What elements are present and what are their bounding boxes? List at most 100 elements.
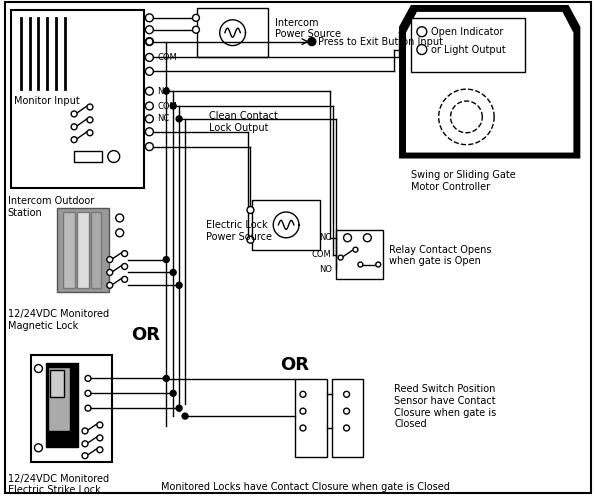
Circle shape (122, 276, 128, 282)
Text: Electric Lock
Power Source: Electric Lock Power Source (206, 220, 272, 242)
Text: Swing or Sliding Gate
Motor Controller: Swing or Sliding Gate Motor Controller (411, 170, 516, 192)
Circle shape (170, 390, 176, 396)
Bar (74, 150, 102, 162)
Text: NO: NO (157, 86, 170, 96)
Bar (11, 10, 144, 188)
Circle shape (122, 264, 128, 270)
Bar (336, 230, 383, 280)
Bar (91, 212, 101, 288)
Circle shape (145, 26, 153, 34)
Circle shape (170, 103, 176, 109)
Circle shape (82, 428, 88, 434)
Circle shape (85, 376, 91, 382)
Circle shape (145, 142, 153, 150)
Text: OR: OR (280, 356, 309, 374)
Circle shape (82, 452, 88, 458)
Polygon shape (399, 5, 581, 158)
Circle shape (122, 250, 128, 256)
Circle shape (343, 392, 349, 398)
Text: Intercom Outdoor
Station: Intercom Outdoor Station (8, 196, 94, 218)
Text: COM: COM (312, 250, 332, 259)
Circle shape (97, 447, 103, 452)
Text: NC: NC (157, 114, 170, 124)
Circle shape (107, 256, 113, 262)
Bar (48, 366, 70, 431)
Circle shape (176, 282, 182, 288)
Text: Reed Switch Position
Sensor have Contact
Closure when gate is
Closed: Reed Switch Position Sensor have Contact… (394, 384, 496, 429)
Circle shape (35, 444, 42, 452)
Circle shape (193, 26, 200, 33)
Circle shape (364, 234, 371, 241)
Bar (295, 380, 327, 456)
Circle shape (308, 38, 316, 46)
Circle shape (353, 247, 358, 252)
Bar (197, 8, 268, 58)
Text: COM: COM (157, 102, 177, 110)
Circle shape (85, 390, 91, 396)
Circle shape (146, 38, 153, 45)
Polygon shape (406, 12, 573, 152)
Circle shape (107, 270, 113, 276)
Text: Clean Contact
Lock Output: Clean Contact Lock Output (209, 111, 278, 132)
Circle shape (343, 234, 352, 241)
Text: Monitor Input: Monitor Input (14, 96, 79, 106)
Circle shape (107, 282, 113, 288)
Text: OR: OR (132, 326, 160, 344)
Circle shape (116, 214, 123, 222)
Text: NC: NC (319, 234, 332, 242)
Circle shape (375, 262, 381, 267)
Circle shape (182, 413, 188, 419)
Circle shape (163, 88, 169, 94)
Circle shape (87, 130, 93, 136)
Circle shape (85, 405, 91, 411)
Text: Intercom
Power Source: Intercom Power Source (275, 18, 342, 40)
Circle shape (87, 117, 93, 123)
Circle shape (108, 150, 120, 162)
Circle shape (176, 116, 182, 122)
Text: 12/24VDC Monitored
Electric Strike Lock: 12/24VDC Monitored Electric Strike Lock (8, 474, 109, 495)
Circle shape (87, 104, 93, 110)
Text: 12/24VDC Monitored
Magnetic Lock: 12/24VDC Monitored Magnetic Lock (8, 309, 109, 330)
Circle shape (71, 136, 77, 142)
Circle shape (338, 255, 343, 260)
Text: NO: NO (319, 265, 332, 274)
Circle shape (145, 128, 153, 136)
Circle shape (176, 405, 182, 411)
Circle shape (145, 38, 153, 46)
Circle shape (71, 124, 77, 130)
Circle shape (417, 26, 427, 36)
Text: Open Indicator: Open Indicator (431, 26, 503, 36)
Bar (77, 212, 89, 288)
Text: COM: COM (157, 53, 177, 62)
Bar (253, 200, 320, 250)
Circle shape (82, 441, 88, 447)
Bar (30, 354, 112, 462)
Circle shape (145, 68, 153, 76)
Circle shape (247, 236, 254, 243)
Circle shape (163, 256, 169, 262)
Circle shape (145, 115, 153, 123)
Bar (46, 362, 78, 447)
Bar (411, 18, 525, 72)
Circle shape (300, 425, 306, 431)
Circle shape (71, 111, 77, 117)
Circle shape (300, 392, 306, 398)
Circle shape (163, 376, 169, 382)
Text: Monitored Locks have Contact Closure when gate is Closed: Monitored Locks have Contact Closure whe… (162, 482, 450, 492)
Circle shape (358, 262, 363, 267)
Text: Press to Exit Button Input: Press to Exit Button Input (318, 36, 443, 46)
Circle shape (343, 408, 349, 414)
Bar (332, 380, 364, 456)
Text: or Light Output: or Light Output (431, 44, 505, 54)
Circle shape (35, 364, 42, 372)
Circle shape (247, 206, 254, 214)
Text: Relay Contact Opens
when gate is Open: Relay Contact Opens when gate is Open (389, 244, 492, 266)
Circle shape (145, 14, 153, 22)
Circle shape (170, 270, 176, 276)
Circle shape (300, 408, 306, 414)
Circle shape (145, 54, 153, 62)
Circle shape (343, 425, 349, 431)
Circle shape (116, 229, 123, 237)
Circle shape (97, 422, 103, 428)
Bar (63, 212, 75, 288)
